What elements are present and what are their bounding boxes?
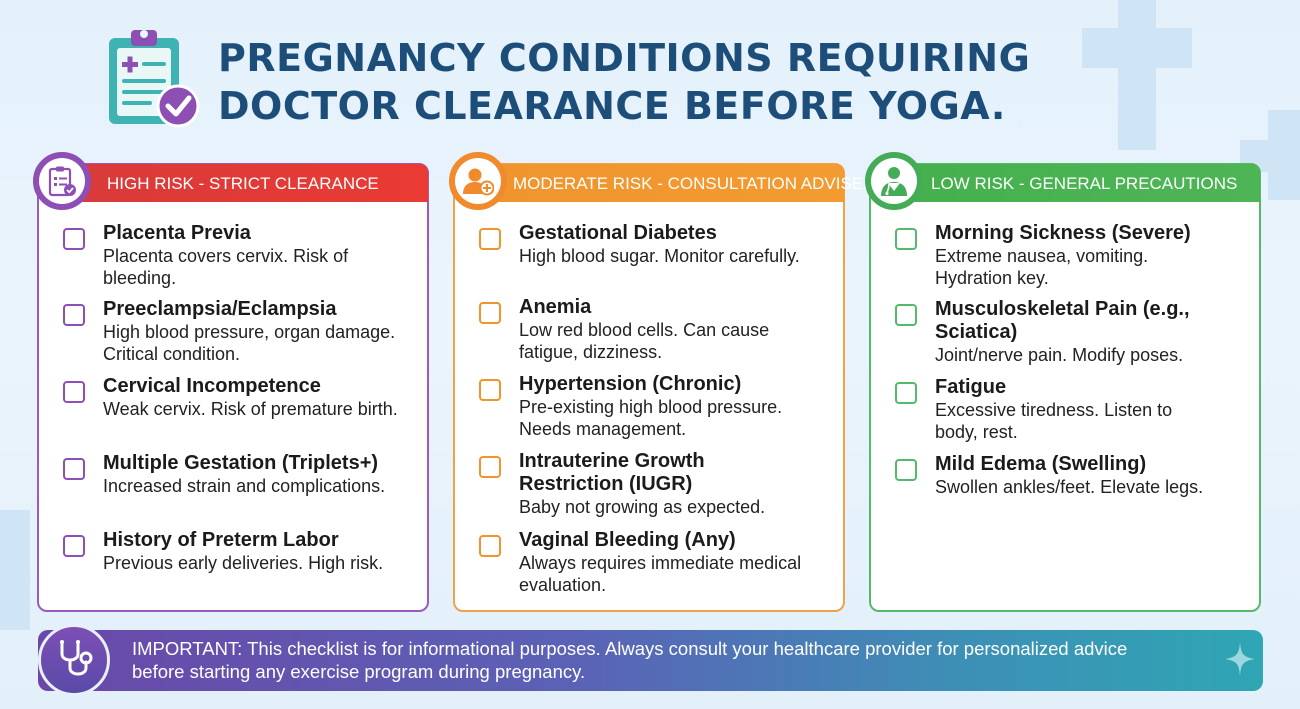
page-title: PREGNANCY CONDITIONS REQUIRING DOCTOR CL… bbox=[218, 34, 1098, 130]
checkbox[interactable] bbox=[479, 535, 501, 557]
checkbox[interactable] bbox=[63, 535, 85, 557]
condition-title: Cervical Incompetence bbox=[103, 375, 321, 397]
high-risk-badge bbox=[33, 152, 91, 210]
condition-description: Joint/nerve pain. Modify poses. bbox=[935, 345, 1184, 365]
checkbox[interactable] bbox=[63, 458, 85, 480]
condition-title: Vaginal Bleeding (Any) bbox=[519, 529, 736, 551]
condition-item: Gestational Diabetes High blood sugar. M… bbox=[479, 222, 833, 267]
checkbox[interactable] bbox=[895, 382, 917, 404]
low-risk-heading: LOW RISK - GENERAL PRECAUTIONS bbox=[911, 164, 1260, 202]
clipboard-check-icon bbox=[106, 24, 200, 128]
notice-line: before starting any exercise program dur… bbox=[132, 661, 586, 682]
condition-title: Morning Sickness (Severe) bbox=[935, 222, 1191, 244]
condition-item: Vaginal Bleeding (Any) Always requires i… bbox=[479, 529, 833, 596]
important-notice: IMPORTANT: This checklist is for informa… bbox=[38, 624, 1263, 696]
checkbox[interactable] bbox=[895, 304, 917, 326]
title-line: DOCTOR CLEARANCE BEFORE YOGA. bbox=[218, 84, 1006, 128]
condition-title: Anemia bbox=[519, 296, 592, 318]
condition-title: Placenta Previa bbox=[103, 222, 251, 244]
condition-item: Preeclampsia/Eclampsia High blood pressu… bbox=[63, 298, 417, 365]
condition-title: Preeclampsia/Eclampsia bbox=[103, 298, 337, 320]
checkbox[interactable] bbox=[479, 302, 501, 324]
condition-description: Critical condition. bbox=[103, 344, 241, 364]
condition-title: Restriction (IUGR) bbox=[519, 473, 693, 495]
condition-item: Musculoskeletal Pain (e.g., Sciatica) Jo… bbox=[895, 298, 1249, 366]
checkbox[interactable] bbox=[479, 379, 501, 401]
background-cross bbox=[0, 560, 30, 590]
condition-item: Morning Sickness (Severe) Extreme nausea… bbox=[895, 222, 1249, 289]
condition-item: Cervical Incompetence Weak cervix. Risk … bbox=[63, 375, 417, 420]
condition-description: Swollen ankles/feet. Elevate legs. bbox=[935, 477, 1204, 497]
background-cross bbox=[1082, 28, 1192, 68]
condition-description: Pre-existing high blood pressure. bbox=[519, 397, 783, 417]
checkbox[interactable] bbox=[895, 228, 917, 250]
moderate-risk-heading: MODERATE RISK - CONSULTATION ADVISED bbox=[495, 164, 875, 202]
condition-description: High blood pressure, organ damage. bbox=[103, 322, 396, 342]
condition-description: Hydration key. bbox=[935, 268, 1049, 288]
condition-title: History of Preterm Labor bbox=[103, 529, 339, 551]
checkbox[interactable] bbox=[479, 228, 501, 250]
condition-description: fatigue, dizziness. bbox=[519, 342, 663, 362]
condition-item: History of Preterm Labor Previous early … bbox=[63, 529, 417, 574]
high-risk-card: HIGH RISK - STRICT CLEARANCE Placenta Pr… bbox=[33, 152, 429, 612]
checkbox[interactable] bbox=[479, 456, 501, 478]
condition-description: Previous early deliveries. High risk. bbox=[103, 553, 384, 573]
condition-description: evaluation. bbox=[519, 575, 607, 595]
low-risk-card: LOW RISK - GENERAL PRECAUTIONS Morning S… bbox=[865, 152, 1261, 612]
condition-description: bleeding. bbox=[103, 268, 177, 288]
condition-title: Musculoskeletal Pain (e.g., bbox=[935, 298, 1190, 320]
condition-item: Multiple Gestation (Triplets+) Increased… bbox=[63, 452, 417, 497]
person-add-icon bbox=[455, 158, 501, 204]
notice-line: IMPORTANT: This checklist is for informa… bbox=[132, 638, 1128, 659]
condition-title: Multiple Gestation (Triplets+) bbox=[103, 452, 379, 474]
condition-item: Intrauterine Growth Restriction (IUGR) B… bbox=[479, 450, 833, 518]
condition-description: Extreme nausea, vomiting. bbox=[935, 246, 1149, 266]
checkbox[interactable] bbox=[63, 228, 85, 250]
condition-item: Hypertension (Chronic) Pre-existing high… bbox=[479, 373, 833, 440]
condition-description: Baby not growing as expected. bbox=[519, 497, 766, 517]
condition-item: Anemia Low red blood cells. Can cause fa… bbox=[479, 296, 833, 363]
condition-item: Mild Edema (Swelling) Swollen ankles/fee… bbox=[895, 453, 1249, 498]
condition-description: body, rest. bbox=[935, 422, 1018, 442]
notice-text: IMPORTANT: This checklist is for informa… bbox=[132, 637, 1242, 683]
checkbox[interactable] bbox=[895, 459, 917, 481]
condition-description: Increased strain and complications. bbox=[103, 476, 386, 496]
condition-title: Sciatica) bbox=[935, 321, 1018, 343]
background-cross bbox=[1118, 0, 1156, 150]
doctor-icon bbox=[871, 158, 917, 204]
low-risk-badge bbox=[865, 152, 923, 210]
condition-title: Fatigue bbox=[935, 376, 1007, 398]
moderate-risk-card: MODERATE RISK - CONSULTATION ADVISED Ges… bbox=[449, 152, 875, 612]
condition-description: Always requires immediate medical bbox=[519, 553, 802, 573]
stethoscope-icon bbox=[38, 624, 110, 696]
condition-description: Excessive tiredness. Listen to bbox=[935, 400, 1173, 420]
condition-description: Placenta covers cervix. Risk of bbox=[103, 246, 349, 266]
condition-title: Hypertension (Chronic) bbox=[519, 373, 742, 395]
high-risk-heading: HIGH RISK - STRICT CLEARANCE bbox=[79, 164, 428, 202]
checkbox[interactable] bbox=[63, 304, 85, 326]
condition-item: Placenta Previa Placenta covers cervix. … bbox=[63, 222, 417, 289]
condition-title: Intrauterine Growth bbox=[519, 450, 705, 472]
condition-title: Gestational Diabetes bbox=[519, 222, 717, 244]
condition-description: Low red blood cells. Can cause bbox=[519, 320, 770, 340]
condition-description: High blood sugar. Monitor carefully. bbox=[519, 246, 800, 266]
title-line: PREGNANCY CONDITIONS REQUIRING bbox=[218, 36, 1031, 80]
moderate-risk-badge bbox=[449, 152, 507, 210]
checkbox[interactable] bbox=[63, 381, 85, 403]
condition-description: Weak cervix. Risk of premature birth. bbox=[103, 399, 398, 419]
condition-description: Needs management. bbox=[519, 419, 687, 439]
sparkle-icon bbox=[1225, 642, 1255, 676]
clipboard-list-icon bbox=[39, 158, 85, 204]
condition-item: Fatigue Excessive tiredness. Listen to b… bbox=[895, 376, 1249, 443]
condition-title: Mild Edema (Swelling) bbox=[935, 453, 1147, 475]
